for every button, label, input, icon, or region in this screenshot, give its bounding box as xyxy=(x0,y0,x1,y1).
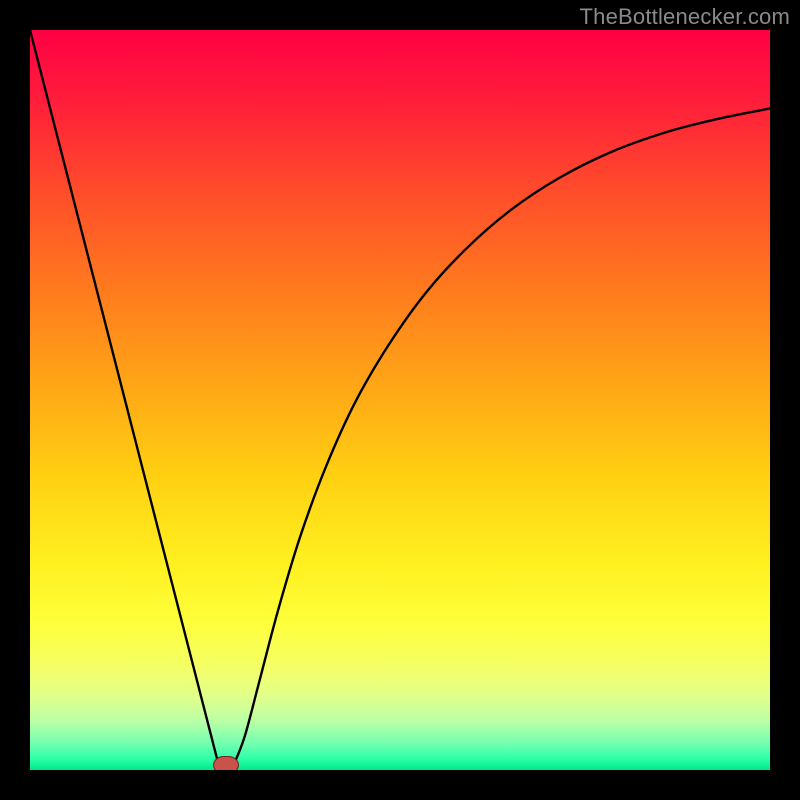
min-point-marker xyxy=(213,756,239,770)
plot-area xyxy=(30,30,770,770)
chart-frame: TheBottlenecker.com xyxy=(0,0,800,800)
watermark-text: TheBottlenecker.com xyxy=(580,4,790,30)
bottleneck-curve xyxy=(30,30,770,770)
